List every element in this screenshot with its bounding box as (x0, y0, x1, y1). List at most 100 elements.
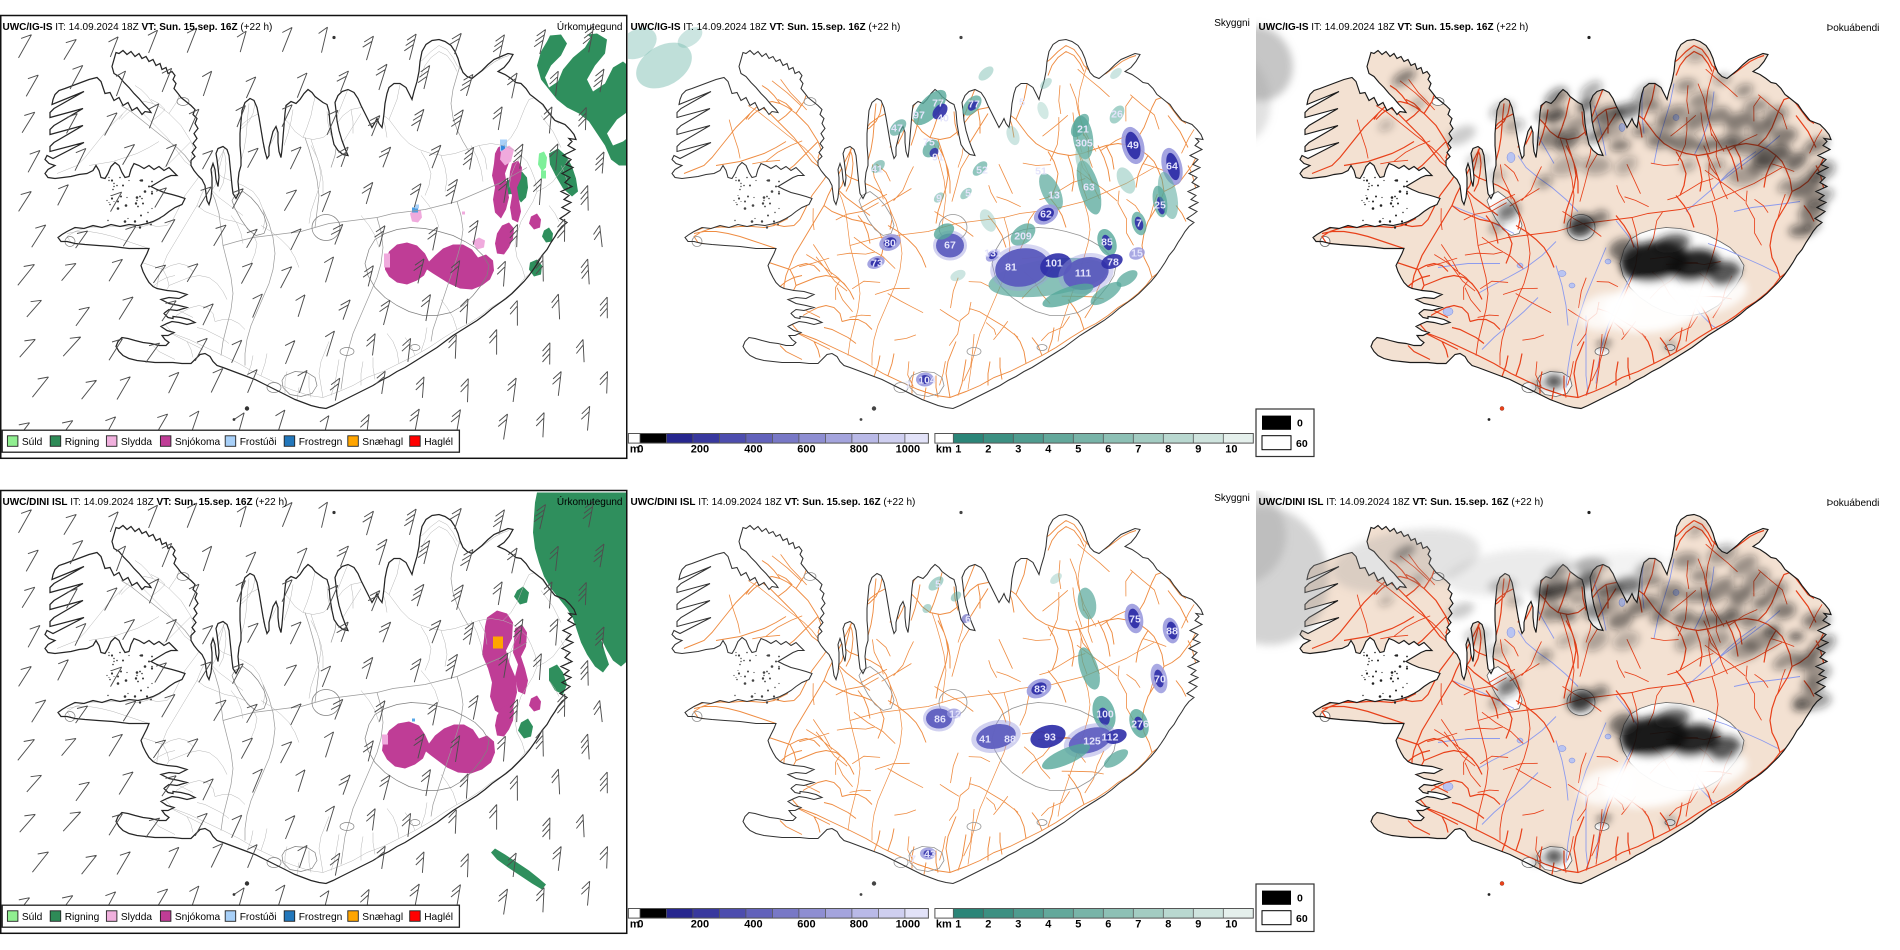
svg-text:0: 0 (637, 444, 643, 456)
svg-text:600: 600 (797, 919, 815, 931)
svg-text:43: 43 (924, 849, 936, 861)
svg-text:8: 8 (1165, 919, 1171, 931)
svg-text:7: 7 (1135, 444, 1141, 456)
svg-text:m: m (630, 919, 640, 931)
svg-text:67: 67 (944, 240, 956, 252)
svg-text:Slydda: Slydda (121, 912, 152, 923)
svg-text:5: 5 (965, 188, 971, 200)
svg-text:77: 77 (932, 98, 944, 110)
svg-text:200: 200 (691, 444, 709, 456)
svg-text:97: 97 (913, 110, 925, 122)
svg-text:6: 6 (1105, 919, 1111, 931)
svg-text:9: 9 (1195, 919, 1201, 931)
svg-text:8: 8 (1165, 444, 1171, 456)
svg-text:5: 5 (1075, 919, 1081, 931)
svg-text:800: 800 (850, 919, 868, 931)
svg-text:Súld: Súld (22, 912, 43, 923)
svg-text:63: 63 (1083, 182, 1095, 194)
svg-text:131: 131 (984, 248, 1002, 260)
svg-text:9: 9 (936, 193, 942, 205)
svg-text:Frostúði: Frostúði (240, 436, 277, 448)
svg-text:104: 104 (918, 375, 936, 387)
svg-text:41: 41 (871, 164, 883, 176)
svg-text:km: km (936, 919, 952, 931)
svg-text:4: 4 (1045, 444, 1052, 456)
svg-text:400: 400 (744, 444, 762, 456)
svg-text:Slydda: Slydda (121, 437, 152, 448)
svg-text:2: 2 (985, 444, 991, 456)
svg-text:400: 400 (744, 919, 762, 931)
svg-text:4: 4 (1045, 919, 1052, 931)
svg-text:47: 47 (891, 123, 903, 135)
svg-text:7: 7 (910, 854, 916, 866)
svg-text:9: 9 (1195, 444, 1201, 456)
svg-text:112: 112 (1102, 732, 1119, 744)
svg-text:75: 75 (1129, 614, 1141, 626)
svg-text:Frostúði: Frostúði (240, 911, 277, 923)
svg-text:3: 3 (1015, 444, 1021, 456)
svg-text:101: 101 (1045, 258, 1063, 270)
svg-text:1: 1 (955, 919, 961, 931)
svg-text:3: 3 (1015, 919, 1021, 931)
svg-text:78: 78 (1107, 257, 1119, 269)
svg-text:26: 26 (1111, 109, 1123, 121)
svg-text:2: 2 (985, 919, 991, 931)
svg-text:25: 25 (1154, 200, 1166, 212)
svg-text:49: 49 (1127, 140, 1139, 152)
svg-text:15: 15 (1131, 248, 1143, 260)
svg-text:80: 80 (884, 238, 896, 250)
svg-text:Haglél: Haglél (424, 912, 453, 923)
svg-text:6: 6 (965, 614, 971, 626)
svg-text:10: 10 (1225, 919, 1237, 931)
svg-text:85: 85 (1101, 237, 1113, 249)
svg-text:600: 600 (797, 444, 815, 456)
svg-text:5: 5 (1075, 444, 1081, 456)
svg-text:Súld: Súld (22, 437, 43, 448)
svg-text:6: 6 (1105, 444, 1111, 456)
svg-text:91: 91 (932, 152, 944, 164)
svg-text:81: 81 (1005, 262, 1017, 274)
svg-text:86: 86 (934, 714, 946, 726)
svg-text:51: 51 (1035, 166, 1047, 178)
svg-text:Snæhagl: Snæhagl (362, 437, 403, 448)
svg-text:41: 41 (979, 734, 991, 746)
svg-text:800: 800 (850, 444, 868, 456)
svg-text:21: 21 (1077, 124, 1089, 136)
svg-text:200: 200 (691, 919, 709, 931)
svg-text:7: 7 (905, 380, 911, 392)
svg-text:Frostregn: Frostregn (299, 912, 343, 923)
svg-text:111: 111 (1075, 268, 1092, 280)
svg-text:7: 7 (1136, 218, 1142, 230)
svg-text:1: 1 (955, 444, 961, 456)
svg-text:209: 209 (1014, 231, 1032, 243)
svg-text:125: 125 (1083, 736, 1101, 748)
svg-text:0: 0 (1297, 893, 1303, 905)
svg-text:60: 60 (1296, 913, 1308, 925)
svg-text:62: 62 (1040, 209, 1052, 221)
svg-text:60: 60 (1296, 438, 1308, 450)
svg-text:7: 7 (1135, 919, 1141, 931)
svg-text:13: 13 (1048, 190, 1060, 202)
svg-text:Snæhagl: Snæhagl (362, 912, 403, 923)
svg-text:1000: 1000 (896, 444, 920, 456)
svg-text:305: 305 (1075, 138, 1093, 150)
svg-text:73: 73 (871, 258, 883, 270)
svg-text:88: 88 (1166, 626, 1178, 638)
svg-text:m: m (630, 444, 640, 456)
svg-text:Rigning: Rigning (65, 437, 100, 448)
svg-text:10: 10 (1225, 444, 1237, 456)
svg-text:40: 40 (937, 113, 949, 125)
svg-text:0: 0 (1297, 418, 1303, 430)
svg-text:Frostregn: Frostregn (299, 437, 343, 448)
svg-text:Snjókoma: Snjókoma (175, 437, 221, 448)
svg-text:75: 75 (923, 137, 935, 149)
svg-text:77: 77 (968, 99, 980, 111)
svg-text:12: 12 (949, 709, 961, 721)
svg-text:83: 83 (1034, 684, 1046, 696)
svg-text:Snjókoma: Snjókoma (175, 912, 221, 923)
svg-text:km: km (936, 444, 952, 456)
svg-text:5: 5 (935, 579, 941, 591)
svg-text:93: 93 (1044, 732, 1056, 744)
svg-text:100: 100 (1096, 709, 1114, 721)
svg-text:70: 70 (1154, 674, 1166, 686)
